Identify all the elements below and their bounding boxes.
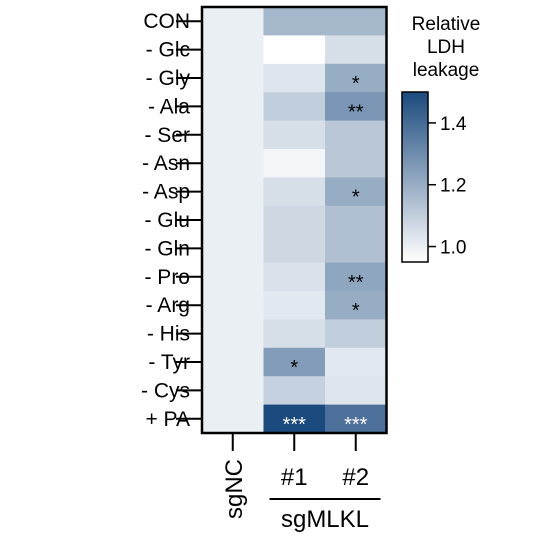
row-label: - Glu <box>144 209 190 232</box>
column-label: #2 <box>342 464 369 491</box>
heatmap-cell <box>325 92 388 122</box>
heatmap-cell <box>263 376 326 406</box>
significance-annotations: *********** *** <box>283 73 368 436</box>
heatmap-cell <box>202 63 265 93</box>
column-label: #1 <box>281 464 308 491</box>
significance-mark: * <box>352 187 360 209</box>
column-labels: sgNC #1 #2 <box>221 459 369 519</box>
row-label: - His <box>147 323 190 346</box>
heatmap-cell <box>202 404 265 434</box>
heatmap-cell <box>263 120 326 150</box>
heatmap-cell <box>263 92 326 122</box>
colorbar-title-line: LDH <box>427 37 465 58</box>
heatmap-cell <box>325 404 388 434</box>
heatmap-cell <box>202 319 265 349</box>
row-label: - Tyr <box>148 351 190 374</box>
significance-mark: ** <box>348 101 364 123</box>
heatmap-cell <box>202 262 265 292</box>
heatmap-cell <box>202 347 265 377</box>
row-label: - Ala <box>148 95 190 118</box>
heatmap-cell <box>202 376 265 406</box>
row-label: - Glc <box>146 39 190 62</box>
heatmap-cell <box>325 120 388 150</box>
heatmap-cell <box>325 319 388 349</box>
heatmap-cells <box>202 7 388 434</box>
heatmap-cell <box>263 63 326 93</box>
row-label: - Gly <box>146 67 191 90</box>
heatmap-cell <box>325 205 388 235</box>
heatmap-cell <box>202 120 265 150</box>
row-label: - Cys <box>141 379 190 402</box>
heatmap-cell <box>325 347 388 377</box>
heatmap-cell <box>263 177 326 207</box>
heatmap-cell <box>325 291 388 320</box>
significance-mark: * <box>290 357 298 379</box>
significance-mark: *** <box>283 414 307 436</box>
significance-mark: *** <box>344 414 368 436</box>
heatmap-cell <box>325 234 388 264</box>
heatmap-cell <box>325 149 388 178</box>
heatmap-cell <box>263 262 326 292</box>
heatmap-cell <box>202 35 265 65</box>
colorbar-tick-label: 1.4 <box>440 114 467 135</box>
group-label: sgMLKL <box>281 506 369 533</box>
heatmap-cell <box>325 262 388 292</box>
heatmap-cell <box>263 234 326 264</box>
significance-mark: ** <box>348 272 364 294</box>
heatmap-cell <box>202 177 265 207</box>
heatmap-cell <box>202 291 265 320</box>
colorbar-title-line: Relative <box>412 14 481 35</box>
colorbar-ticks: 1.0 1.2 1.4 <box>428 114 467 259</box>
heatmap-cell <box>263 149 326 178</box>
significance-mark: * <box>352 300 360 322</box>
significance-mark: * <box>352 73 360 95</box>
row-label: - Ser <box>144 124 190 147</box>
column-label: sgNC <box>221 459 248 519</box>
heatmap-cell <box>202 92 265 122</box>
row-label: CON <box>143 10 190 33</box>
colorbar-tick-label: 1.2 <box>440 176 466 197</box>
heatmap-cell <box>263 319 326 349</box>
row-ticks <box>176 20 202 420</box>
heatmap-cell <box>325 177 388 207</box>
heatmap-cell <box>325 63 388 93</box>
heatmap-cell <box>202 7 265 36</box>
heatmap-cell <box>263 205 326 235</box>
heatmap-cell <box>263 35 326 65</box>
colorbar-title-line: leakage <box>413 60 480 81</box>
row-label: - Arg <box>146 294 190 317</box>
heatmap-cell <box>263 347 326 377</box>
row-label: - Asn <box>142 152 190 175</box>
row-label: + PA <box>145 408 190 431</box>
colorbar-gradient <box>401 91 429 263</box>
row-label: - Asp <box>142 181 190 204</box>
heatmap-cell <box>325 7 388 36</box>
heatmap-cell <box>263 7 326 36</box>
heatmap-cell <box>202 205 265 235</box>
heatmap-cell <box>325 35 388 65</box>
heatmap-cell <box>263 404 326 434</box>
column-ticks <box>231 433 357 451</box>
colorbar-tick-label: 1.0 <box>440 238 466 259</box>
heatmap-cell <box>202 234 265 264</box>
row-label: - Gln <box>144 237 190 260</box>
row-label: - Pro <box>144 266 190 289</box>
heatmap-cell <box>263 291 326 320</box>
heatmap-cell <box>202 149 265 178</box>
heatmap-cell <box>325 376 388 406</box>
row-labels: CON - Glc - Gly - Ala - Ser - Asn - Asp - Glu - … <box>141 10 190 431</box>
